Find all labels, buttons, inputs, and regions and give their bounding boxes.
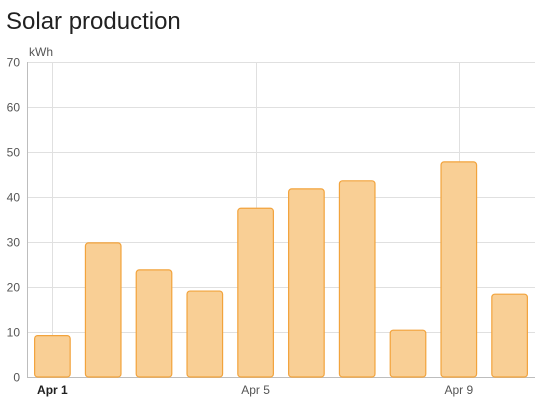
- bar[interactable]: [491, 293, 528, 378]
- y-tick-label: 70: [7, 56, 21, 70]
- chart-labels: 0 10 20 30 40 50 60 70 Apr 1 Apr 5 Apr 9 kWh: [7, 45, 474, 397]
- y-tick-label: 10: [7, 326, 21, 340]
- bar[interactable]: [186, 290, 224, 378]
- bar[interactable]: [84, 242, 122, 378]
- y-tick-label: 60: [7, 101, 21, 115]
- chart-bars: [34, 161, 528, 378]
- y-tick-label: 30: [7, 236, 21, 250]
- bar[interactable]: [338, 180, 376, 378]
- y-tick-label: 20: [7, 281, 21, 295]
- x-tick-label: Apr 9: [444, 383, 473, 397]
- x-tick-label: Apr 1: [37, 383, 68, 397]
- y-axis-unit-label: kWh: [29, 45, 53, 59]
- x-tick-label: Apr 5: [241, 383, 270, 397]
- bar[interactable]: [34, 335, 71, 378]
- bar[interactable]: [389, 329, 427, 378]
- y-tick-label: 50: [7, 146, 21, 160]
- bar[interactable]: [237, 207, 274, 378]
- card-title: Solar production: [6, 8, 181, 35]
- bar[interactable]: [440, 161, 478, 378]
- bar[interactable]: [135, 269, 173, 378]
- y-tick-label: 40: [7, 191, 21, 205]
- bar[interactable]: [288, 188, 325, 378]
- y-tick-label: 0: [13, 371, 20, 385]
